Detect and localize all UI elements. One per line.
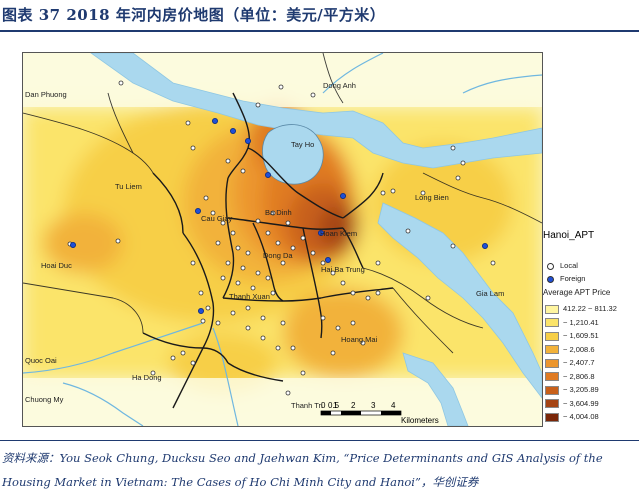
title-bar: 图表 37 2018 年河内房价地图（单位：美元/平方米） [0,0,639,34]
legend-title: Hanoi_APT [543,230,595,241]
legend-class-label: ~ 3,205.89 [563,385,599,394]
scale-bar: 0 0.51 2 3 4 Kilometers [320,401,439,425]
district-label: Gia Lam [476,289,504,298]
legend-class-label: ~ 1,609.51 [563,331,599,340]
foreign-point-icon [547,275,554,283]
legend-class-row: ~ 2,008.6 [545,345,595,355]
legend-swatch [545,399,559,409]
scale-tick-label: 4 [391,401,396,410]
district-label: Chuong My [25,395,64,404]
legend-class-row: ~ 2,407.7 [545,358,595,368]
hanoi-price-map: Dan Phuong Dong Anh Tay Ho Tu Liem Ba Dinh Lo… [22,52,543,427]
minor-boundaries [23,53,542,354]
legend-swatch [545,331,559,341]
legend-class-row: ~ 3,205.89 [545,385,599,395]
title-divider [0,30,639,32]
local-point-icon [547,262,554,270]
scale-tick-label: 0 [321,401,326,410]
legend-class-row: ~ 3,604.99 [545,399,599,409]
legend-class-label: ~ 1,210.41 [563,317,599,327]
legend-class-row: ~ 2,806.8 [545,372,595,382]
legend-class-label: ~ 3,604.99 [563,398,599,408]
district-label: Hoan Kiem [320,229,357,238]
legend-class-row: ~ 1,609.51 [545,331,599,341]
map-legend: Hanoi_APT Local Foreign Average APT Pric… [541,230,639,430]
district-label: Dong Da [263,251,293,260]
district-label: Hoai Duc [41,261,72,270]
legend-class-row: ~ 1,210.41 [545,318,599,328]
scale-unit: Kilometers [401,416,439,425]
district-label: Quoc Oai [25,356,57,365]
district-label: Hai Ba Trung [321,265,365,274]
footer-divider [0,440,639,441]
foreign-apartment-points [70,118,488,314]
district-label: Long Bien [415,193,449,202]
legend-swatch [545,318,559,328]
legend-swatch [545,372,559,382]
source-line-1: 资料来源：You Seok Chung, Ducksu Seo and Jaeh… [2,451,603,465]
map-canvas: Dan Phuong Dong Anh Tay Ho Tu Liem Ba Dinh Lo… [23,53,542,426]
local-apartment-points [67,80,496,396]
district-label: Cau Giay [201,214,233,223]
legend-class-row: 412.22 ~ 811.32 [545,304,617,314]
legend-class-label: ~ 2,008.6 [563,344,595,354]
legend-swatch [545,358,559,368]
scale-tick-label: 1 [333,401,338,410]
district-label: Dan Phuong [25,90,67,99]
legend-local: Local [547,261,578,270]
district-labels: Dan Phuong Dong Anh Tay Ho Tu Liem Ba Dinh Lo… [25,81,504,410]
district-label: Tay Ho [291,140,314,149]
legend-swatch [545,345,559,355]
district-boundaries [142,92,394,409]
legend-class-label: 412.22 ~ 811.32 [563,304,617,313]
district-label: Tu Liem [115,182,142,191]
district-label: Dong Anh [323,81,356,90]
legend-foreign: Foreign [547,274,585,283]
legend-class-label: ~ 2,407.7 [563,358,595,367]
legend-class-row: ~ 4,004.08 [545,412,599,422]
legend-swatch [545,412,559,422]
canals [23,53,542,426]
district-label: Ba Dinh [265,208,292,217]
legend-swatch [545,304,559,314]
legend-class-label: ~ 4,004.08 [563,412,599,421]
district-label: Thanh Xuan [229,292,270,301]
source-line-2: Housing Market in Vietnam: The Cases of … [2,475,479,489]
legend-subtitle: Average APT Price [543,288,611,297]
west-lake [262,124,324,185]
figure-title: 图表 37 2018 年河内房价地图（单位：美元/平方米） [2,6,386,24]
source-note: 资料来源：You Seok Chung, Ducksu Seo and Jaeh… [2,446,639,494]
legend-swatch [545,385,559,395]
scale-tick-label: 3 [371,401,376,410]
red-river [90,53,542,426]
legend-class-label: ~ 2,806.8 [563,371,595,381]
scale-tick-label: 0.5 [328,401,340,410]
scale-tick-label: 2 [351,401,356,410]
district-label: Thanh Tri [291,401,323,410]
district-label: Hoang Mai [341,335,378,344]
district-label: Ha Dong [132,373,162,382]
